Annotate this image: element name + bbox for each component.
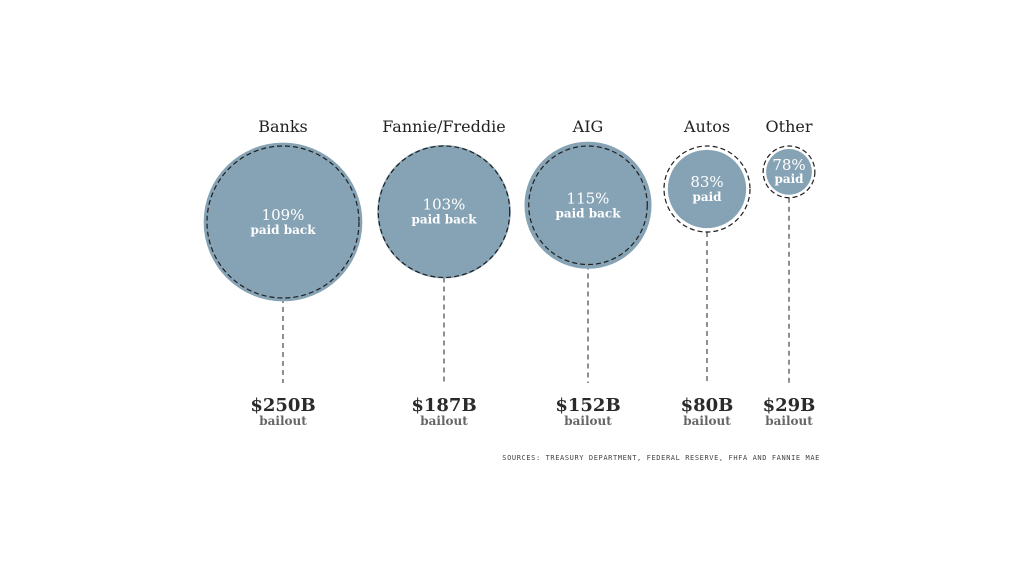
amount-label: $187B [411,395,476,416]
amount-sublabel: bailout [765,414,813,428]
paid-bubble [766,149,812,195]
percent-label: 115% [567,189,610,207]
percent-label: 103% [423,196,466,214]
category-title: Fannie/Freddie [382,117,505,136]
category-title: Banks [258,117,308,136]
paid-bubble [667,149,747,229]
amount-sublabel: bailout [259,414,307,428]
percent-sublabel: paid back [250,223,316,237]
bailout-ring [206,145,360,299]
percent-sublabel: paid [692,190,722,204]
percent-label: 83% [690,173,723,191]
bailout-ring [762,145,816,199]
amount-label: $152B [555,395,620,416]
percent-sublabel: paid [774,172,804,186]
category-title: AIG [572,117,604,136]
amount-sublabel: bailout [564,414,612,428]
amount-label: $250B [250,395,315,416]
amount-sublabel: bailout [683,414,731,428]
percent-label: 109% [262,206,305,224]
paid-bubble [377,145,511,279]
category-title: Other [766,117,813,136]
bailout-ring [528,145,648,266]
bailout-ring [377,145,511,279]
amount-label: $80B [681,395,734,416]
percent-label: 78% [772,156,805,174]
paid-bubble [203,142,363,302]
paid-bubble [524,141,652,269]
amount-sublabel: bailout [420,414,468,428]
percent-sublabel: paid back [555,206,621,220]
percent-sublabel: paid back [411,213,477,227]
source-note: SOURCES: TREASURY DEPARTMENT, FEDERAL RE… [502,454,820,462]
bailout-ring [663,145,751,233]
amount-label: $29B [763,395,816,416]
category-title: Autos [683,117,730,136]
